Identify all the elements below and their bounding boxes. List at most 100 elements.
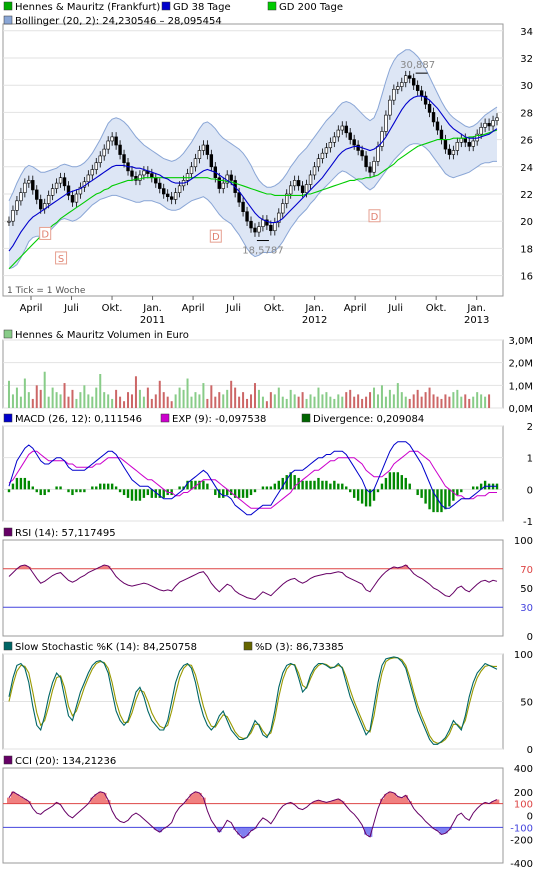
x-tick-label: Jan. (304, 303, 324, 314)
divergence-bar (360, 489, 364, 504)
rsi-overbought-fill (18, 565, 24, 569)
cci-overbought-fill (491, 801, 496, 804)
divergence-bar (91, 486, 94, 490)
candle-body (177, 185, 182, 193)
divergence-bar (428, 489, 431, 510)
volume-bar (373, 387, 376, 408)
volume-bar (7, 380, 10, 408)
candle-body (308, 174, 313, 185)
divergence-bar (35, 489, 38, 493)
dividend-marker-label: D (41, 229, 49, 240)
volume-bar (142, 396, 145, 408)
divergence-bar (345, 486, 348, 490)
volume-bar (194, 392, 197, 408)
candle-body (217, 177, 221, 189)
candle-body (312, 166, 317, 176)
stoch-legend-swatch (243, 641, 253, 651)
volume-bar (79, 392, 82, 408)
macd-legend-label: MACD (26, 12): 0,111546 (15, 414, 142, 425)
volume-bar (380, 385, 383, 408)
candle-body (35, 189, 39, 200)
divergence-bar (309, 480, 312, 490)
volume-bar (123, 401, 126, 408)
volume-bar (472, 396, 475, 408)
divergence-bar (265, 486, 269, 490)
volume-bar (384, 396, 387, 408)
candle-body (110, 136, 114, 142)
divergence-bar (158, 489, 161, 498)
volume-bar (250, 394, 253, 408)
volume-bar (257, 389, 260, 408)
volume-legend-swatch (3, 329, 13, 339)
cci-oversold-fill (157, 827, 163, 833)
divergence-bar (475, 486, 479, 490)
candle-body (70, 195, 75, 203)
cci-overbought-fill (328, 801, 333, 804)
candle-body (66, 185, 71, 196)
volume-bar (230, 380, 233, 408)
volume-bar (412, 394, 415, 408)
price-legend-swatch (3, 1, 13, 11)
cci-overbought-fill (379, 798, 385, 804)
volume-bar (19, 396, 22, 408)
y-tick-label: 1 (527, 454, 533, 465)
divergence-bar (27, 480, 31, 490)
divergence-bar (356, 489, 360, 501)
volume-bar (341, 396, 344, 408)
volume-bar (146, 387, 149, 408)
candle-body (487, 122, 491, 127)
divergence-bar (110, 483, 114, 490)
cci-oversold-fill (249, 827, 254, 831)
divergence-bar (277, 480, 280, 490)
y-tick-label: 24 (520, 163, 533, 174)
divergence-bar (150, 489, 154, 498)
volume-bar (353, 396, 356, 408)
divergence-bar (241, 489, 245, 498)
volume-bar (460, 396, 463, 408)
divergence-bar (95, 486, 98, 490)
volume-bar (150, 398, 153, 408)
candle-body (94, 162, 98, 170)
x-tick-label: Juli (63, 303, 79, 314)
volume-bar (428, 387, 431, 408)
divergence-bar (297, 477, 300, 490)
divergence-bar (384, 477, 388, 490)
candle-body (368, 166, 372, 173)
price-legend-label: Hennes & Mauritz (Frankfurt) (15, 2, 160, 13)
candle-body (277, 212, 281, 223)
volume-bar (281, 396, 284, 408)
cci-oversold-fill (233, 827, 238, 830)
cci-overbought-fill (387, 791, 393, 804)
candle-body (364, 155, 368, 168)
candle-body (106, 140, 110, 150)
candle-body (98, 155, 102, 164)
cci-overbought-fill (312, 801, 317, 804)
y-tick-label: 16 (520, 272, 533, 283)
candle-body (221, 182, 225, 189)
divergence-bar (194, 480, 197, 490)
cci-overbought-fill (403, 795, 409, 804)
volume-bar (301, 392, 304, 408)
x-year-label: 2011 (140, 315, 165, 326)
rsi-overbought-fill (391, 566, 397, 569)
y-tick-label: 0 (527, 485, 533, 496)
candle-body (332, 136, 337, 143)
y-tick-label: 0 (527, 812, 533, 823)
volume-bar (31, 398, 34, 408)
volume-bar (273, 394, 276, 408)
candle-body (169, 196, 174, 200)
candle-body (455, 142, 460, 151)
divergence-bar (249, 489, 253, 496)
volume-bar (325, 392, 328, 408)
divergence-bar (364, 489, 368, 507)
volume-bar (392, 394, 395, 408)
rsi-overbought-fill (395, 567, 401, 569)
candle-body (376, 146, 380, 162)
volume-bar (400, 392, 403, 408)
candle-body (261, 219, 265, 227)
cci-oversold-fill (431, 827, 436, 829)
candle-body (344, 125, 348, 134)
volume-bar (420, 396, 423, 408)
x-year-label: 2013 (464, 315, 489, 326)
candle-body (411, 78, 416, 86)
